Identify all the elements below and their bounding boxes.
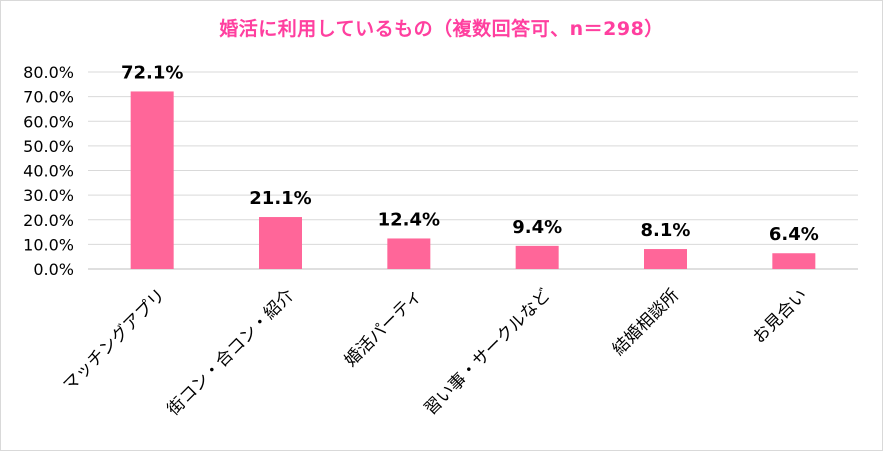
y-tick-label: 70.0%: [23, 88, 74, 107]
bars: [130, 91, 816, 269]
x-tick-label: 習い事・サークルなど: [421, 285, 555, 419]
x-tick-label: 街コン・合コン・紹介: [164, 285, 298, 419]
bar: [644, 249, 687, 269]
y-tick-label: 10.0%: [23, 235, 74, 254]
gridlines: [88, 71, 858, 270]
chart-title: 婚活に利用しているもの（複数回答可、n＝298）: [219, 18, 664, 40]
y-tick-label: 50.0%: [23, 137, 74, 156]
y-tick-label: 60.0%: [23, 112, 74, 131]
data-label: 72.1%: [121, 62, 183, 83]
y-tick-label: 80.0%: [23, 63, 74, 82]
x-tick-label: お見合い: [749, 285, 811, 347]
bar: [515, 245, 559, 269]
y-axis-ticks: 0.0% 10.0% 20.0% 30.0% 40.0% 50.0% 60.0% 70.0% 8…: [23, 63, 74, 279]
bar: [130, 91, 174, 269]
data-labels: 72.1% 21.1% 12.4% 9.4% 8.1% 6.4%: [121, 62, 819, 245]
bar: [387, 238, 431, 269]
data-label: 12.4%: [378, 209, 440, 230]
data-label: 21.1%: [249, 188, 311, 209]
x-tick-label: 結婚相談所: [609, 285, 683, 359]
x-tick-label: マッチングアプリ: [59, 285, 169, 395]
bar: [259, 217, 302, 269]
y-tick-label: 0.0%: [33, 260, 74, 279]
data-label: 6.4%: [769, 224, 819, 245]
bar: [772, 253, 816, 269]
data-label: 8.1%: [641, 220, 691, 241]
y-tick-label: 40.0%: [23, 162, 74, 181]
data-label: 9.4%: [512, 217, 562, 238]
y-tick-label: 30.0%: [23, 186, 74, 205]
x-tick-label: 婚活パーティ: [341, 285, 427, 371]
y-tick-label: 20.0%: [23, 211, 74, 230]
